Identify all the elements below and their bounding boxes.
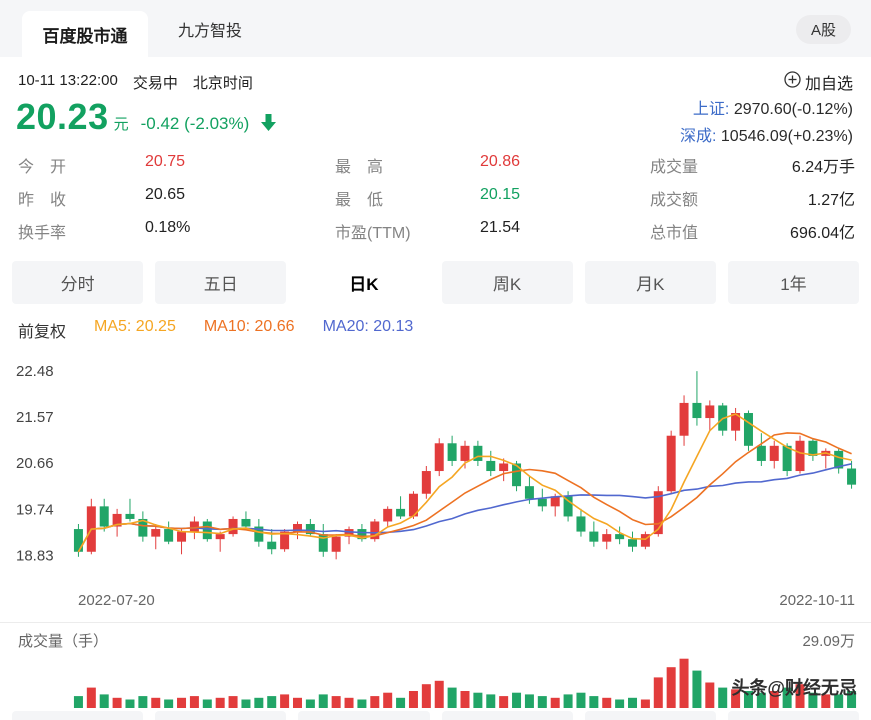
- ma20-legend: MA20: 20.13: [322, 318, 414, 335]
- stat-low-value: 20.15: [480, 186, 521, 203]
- stat-volume-value: 6.24万手: [791, 159, 855, 176]
- ma5-legend: MA5: 20.25: [94, 318, 176, 335]
- stat-prevclose-value: 20.65: [145, 186, 186, 203]
- x-axis-end-date: 2022-10-11: [779, 592, 855, 609]
- tab-5day[interactable]: 五日: [155, 261, 287, 304]
- svg-text:21.57: 21.57: [16, 409, 54, 426]
- stats-row-1: 今 开 20.75 最 高 20.86 成交量 6.24万手: [18, 153, 855, 176]
- time-status-row: 10-11 13:22:00 交易中 北京时间: [18, 72, 253, 93]
- top-tab-bar: 百度股市通 九方智投 A股: [0, 0, 871, 57]
- stat-prevclose-label: 昨 收: [18, 192, 67, 209]
- bottom-partial-button[interactable]: [155, 711, 287, 720]
- kline-legend: 前复权 MA5: 20.25 MA10: 20.66 MA20: 20.13: [18, 318, 413, 342]
- index-shenzhen-label: 深成:: [679, 128, 717, 145]
- volume-title: 成交量（手）: [18, 633, 109, 650]
- stat-turnover-amount-label: 成交额: [650, 192, 699, 209]
- section-divider: [0, 622, 871, 623]
- volume-max-label: 29.09万: [802, 633, 855, 650]
- bottom-partial-button[interactable]: [298, 711, 430, 720]
- chart-period-tabs: 分时 五日 日K 周K 月K 1年: [12, 261, 860, 304]
- stat-open-value: 20.75: [145, 153, 186, 170]
- stat-volume-label: 成交量: [650, 159, 699, 176]
- index-shanghai-label: 上证:: [692, 101, 730, 118]
- circle-plus-icon: [784, 71, 801, 93]
- add-watchlist-label: 加自选: [804, 76, 853, 93]
- adjust-mode-selector[interactable]: 前复权: [18, 324, 67, 341]
- tab-minute[interactable]: 分时: [12, 261, 144, 304]
- stat-turnover-rate-label: 换手率: [18, 225, 67, 242]
- price-change: -0.42 (-2.03%): [140, 114, 250, 133]
- stat-low-label: 最 低: [335, 192, 384, 209]
- current-price: 20.23: [16, 96, 109, 137]
- stat-pe-value: 21.54: [480, 219, 521, 236]
- tab-daily-k[interactable]: 日K: [298, 261, 430, 304]
- stat-marketcap-value: 696.04亿: [790, 225, 855, 242]
- trading-status: 交易中: [132, 75, 178, 92]
- price-unit: 元: [113, 116, 129, 133]
- quote-stats-grid: 今 开 20.75 最 高 20.86 成交量 6.24万手 昨 收 20.65…: [18, 153, 855, 245]
- tab-1year[interactable]: 1年: [727, 261, 860, 304]
- stats-row-3: 换手率 0.18% 市盈(TTM) 21.54 总市值 696.04亿: [18, 219, 855, 242]
- bottom-partial-button[interactable]: [727, 711, 860, 720]
- index-shenzhen-value: 10546.09(+0.23%): [720, 128, 853, 145]
- stat-marketcap-label: 总市值: [650, 225, 699, 242]
- stat-turnover-rate-value: 0.18%: [145, 219, 191, 236]
- market-indices: 上证: 2970.60(-0.12%) 深成: 10546.09(+0.23%): [680, 96, 853, 150]
- price-block: 20.23 元 -0.42 (-2.03%): [16, 96, 277, 138]
- bottom-partial-button[interactable]: [12, 711, 144, 720]
- tab-jiufang-zhitou[interactable]: 九方智投: [178, 22, 243, 40]
- svg-text:18.83: 18.83: [16, 547, 54, 564]
- kline-x-axis: 2022-07-20 2022-10-11: [0, 592, 871, 612]
- stats-row-2: 昨 收 20.65 最 低 20.15 成交额 1.27亿: [18, 186, 855, 209]
- svg-text:20.66: 20.66: [16, 455, 54, 472]
- tab-monthly-k[interactable]: 月K: [584, 261, 716, 304]
- kline-chart[interactable]: 22.48 21.57 20.66 19.74 18.83: [0, 346, 871, 590]
- down-arrow-icon: [261, 114, 277, 136]
- bottom-partial-button[interactable]: [584, 711, 716, 720]
- stat-pe-label: 市盈(TTM): [335, 225, 411, 242]
- add-watchlist-button[interactable]: 加自选: [784, 70, 853, 94]
- timezone-label: 北京时间: [192, 75, 253, 92]
- x-axis-start-date: 2022-07-20: [78, 592, 155, 609]
- stat-turnover-amount-value: 1.27亿: [807, 192, 855, 209]
- tab-weekly-k[interactable]: 周K: [441, 261, 573, 304]
- market-badge[interactable]: A股: [795, 15, 851, 44]
- svg-text:22.48: 22.48: [16, 363, 54, 380]
- watermark-text: 头条@财经无忌: [731, 678, 857, 698]
- volume-chart[interactable]: [0, 654, 871, 708]
- svg-text:19.74: 19.74: [16, 501, 54, 518]
- index-shanghai[interactable]: 上证: 2970.60(-0.12%): [680, 96, 853, 123]
- index-shanghai-value: 2970.60(-0.12%): [733, 101, 853, 118]
- bottom-partial-row: [12, 711, 860, 720]
- volume-header: 成交量（手） 29.09万: [0, 630, 871, 650]
- stat-open-label: 今 开: [18, 159, 67, 176]
- ma10-legend: MA10: 20.66: [203, 318, 295, 335]
- tab-baidu-gushitong[interactable]: 百度股市通: [22, 11, 148, 57]
- stat-high-label: 最 高: [335, 159, 384, 176]
- bottom-partial-button[interactable]: [441, 711, 573, 720]
- stat-high-value: 20.86: [480, 153, 521, 170]
- quote-datetime: 10-11 13:22:00: [18, 72, 118, 89]
- index-shenzhen[interactable]: 深成: 10546.09(+0.23%): [680, 123, 853, 150]
